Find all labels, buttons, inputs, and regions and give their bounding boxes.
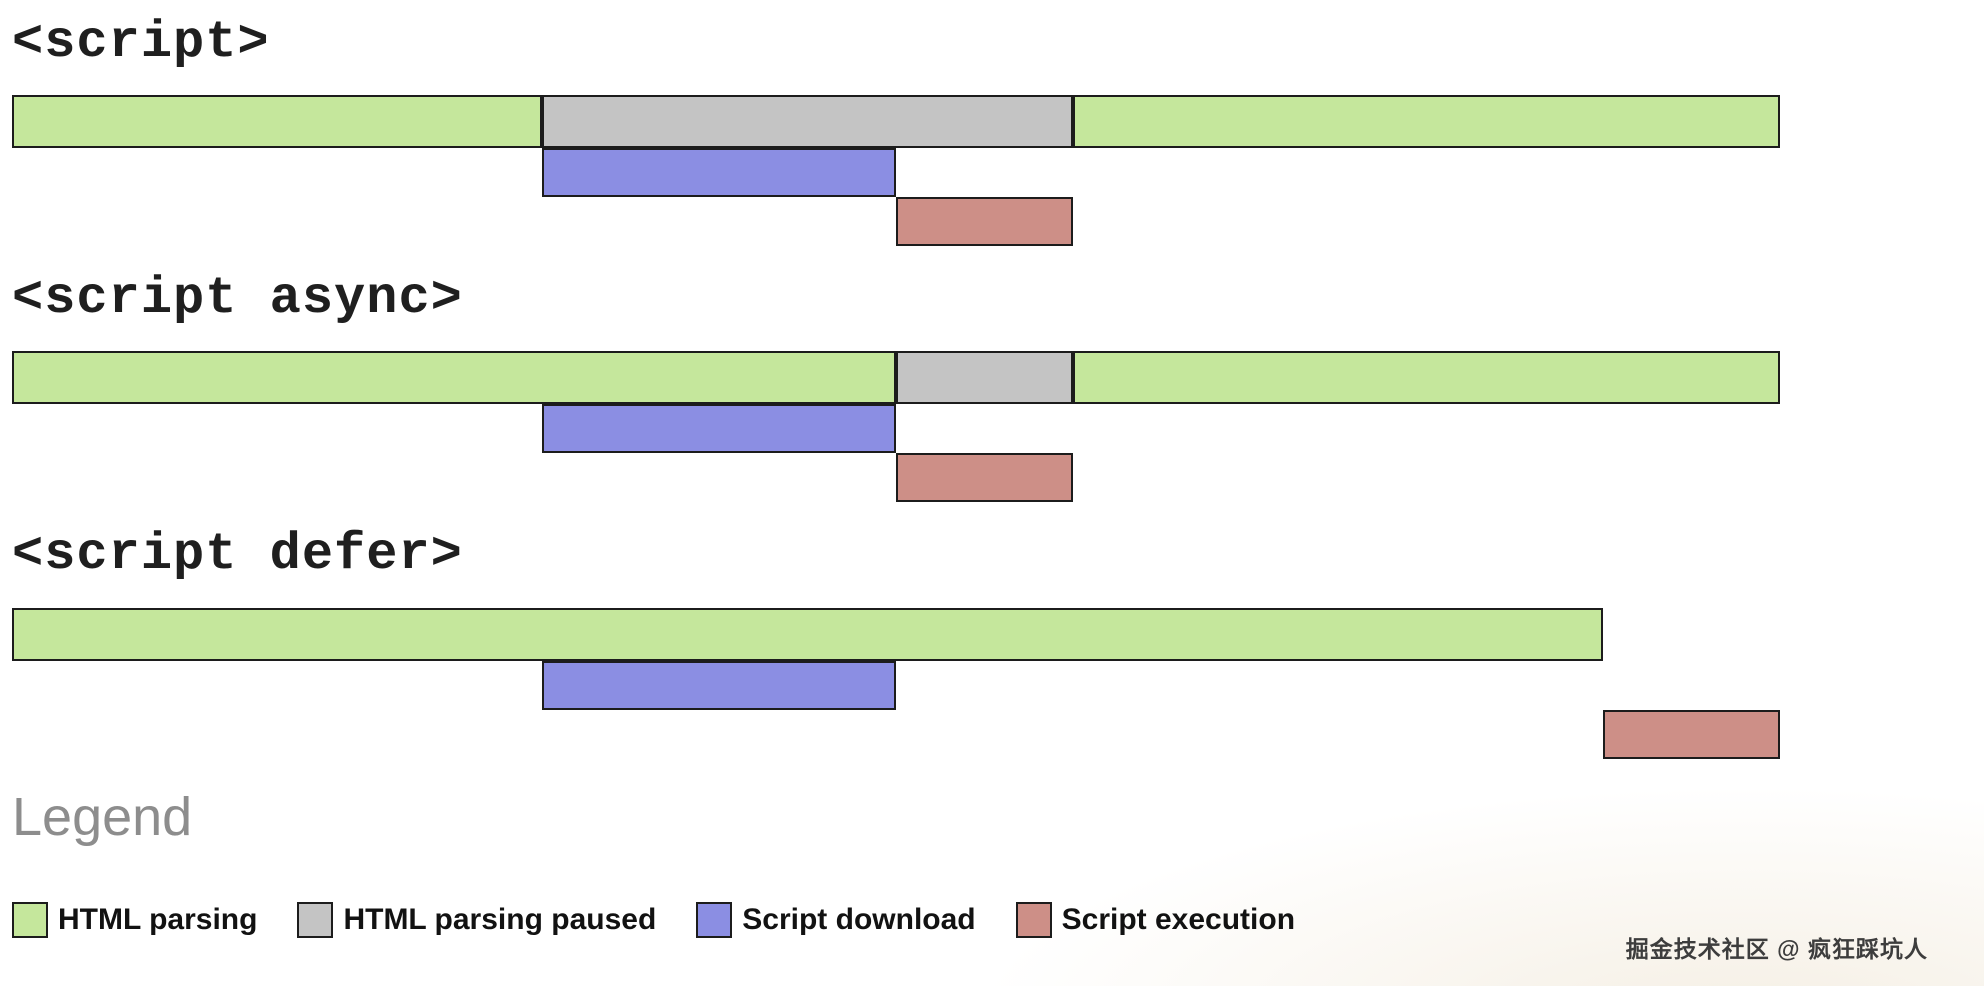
legend-item: Script execution <box>1015 901 1296 938</box>
timeline-row <box>12 709 1780 759</box>
legend-label: Script download <box>742 902 976 936</box>
timeline-row <box>12 95 1780 149</box>
timeline-row <box>12 607 1780 661</box>
timeline-section-script: <script> <box>12 13 1984 247</box>
html-parsing-bar <box>12 351 896 405</box>
legend-title: Legend <box>12 786 193 847</box>
script-execution-bar <box>1603 709 1780 759</box>
timeline-section-script-defer: <script defer> <box>12 525 1984 759</box>
parsing-paused-bar <box>896 351 1073 405</box>
legend-item: HTML parsing paused <box>297 901 657 938</box>
parsing-paused-bar <box>542 95 1073 149</box>
html-parsing-bar <box>1072 95 1780 149</box>
script-execution-swatch <box>1015 901 1052 938</box>
section-title-script-defer: <script defer> <box>12 525 463 585</box>
html-parsing-bar <box>1072 351 1780 405</box>
script-download-bar <box>542 404 896 454</box>
timeline-row <box>12 404 1780 454</box>
script-execution-bar <box>896 453 1073 503</box>
timeline-script <box>12 95 1780 247</box>
script-download-swatch <box>696 901 733 938</box>
timeline-row <box>12 148 1780 198</box>
section-title-script: <script> <box>12 13 270 72</box>
timeline-script-defer <box>12 607 1780 759</box>
html-parsing-bar <box>12 607 1604 661</box>
legend-item: Script download <box>696 901 976 938</box>
timeline-row <box>12 351 1780 405</box>
legend-label: HTML parsing <box>58 902 258 936</box>
script-execution-bar <box>896 197 1073 247</box>
timeline-row <box>12 197 1780 247</box>
legend-items: HTML parsing HTML parsing paused Script do… <box>12 901 1984 938</box>
timeline-script-async <box>12 351 1780 503</box>
html-parsing-swatch <box>12 901 48 938</box>
html-parsing-bar <box>12 95 543 149</box>
script-download-bar <box>542 660 896 710</box>
timeline-row <box>12 453 1780 503</box>
watermark-text: 掘金技术社区 @ 疯狂踩坑人 <box>1625 936 1928 962</box>
script-loading-diagram: <script> <script async> <script defer> L… <box>12 13 1984 938</box>
legend-label: Script execution <box>1061 902 1296 936</box>
script-download-bar <box>542 148 896 198</box>
legend-label: HTML parsing paused <box>343 902 657 936</box>
parsing-paused-swatch <box>297 901 334 938</box>
legend-item: HTML parsing <box>12 901 258 938</box>
section-title-script-async: <script async> <box>12 269 463 329</box>
timeline-row <box>12 660 1780 710</box>
timeline-section-script-async: <script async> <box>12 269 1984 503</box>
